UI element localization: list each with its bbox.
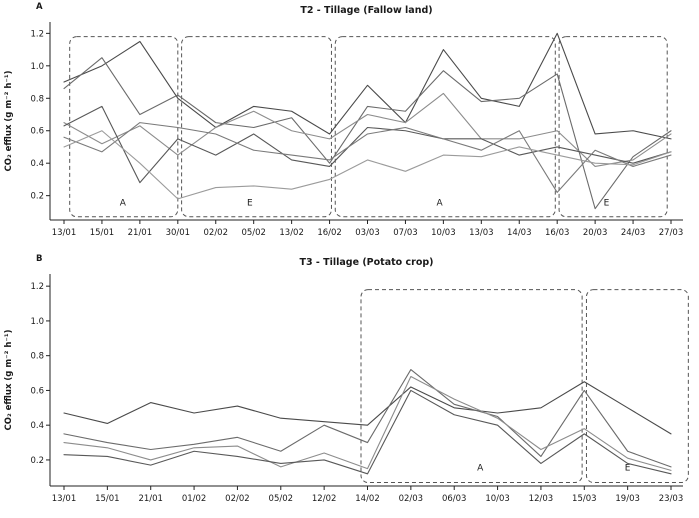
chart-title: T2 - Tillage (Fallow land)	[300, 5, 432, 16]
panel-label: B	[36, 254, 42, 264]
y-tick-label: 1.0	[30, 62, 44, 72]
series-line-rep-3	[63, 375, 672, 471]
x-tick-label: 16/03	[545, 228, 570, 238]
series-line-rep-4	[63, 389, 672, 475]
y-tick-label: 0.2	[30, 192, 44, 202]
x-tick-label: 14/03	[507, 228, 532, 238]
x-tick-label: 06/03	[442, 494, 467, 504]
y-tick-label: 0.4	[30, 159, 44, 169]
y-tick-label: 0.8	[30, 352, 44, 362]
x-tick-label: 20/03	[583, 228, 608, 238]
x-tick-label: 14/02	[355, 494, 380, 504]
x-tick-label: 10/03	[485, 494, 510, 504]
series-line-rep-4	[63, 105, 672, 184]
x-tick-label: 30/01	[166, 228, 191, 238]
x-tick-label: 13/02	[279, 228, 304, 238]
y-axis-label: CO₂ efflux (g m⁻² h⁻¹)	[4, 329, 14, 430]
period-label: E	[247, 198, 253, 208]
series-line-rep-1	[63, 381, 672, 435]
period-box	[558, 36, 668, 218]
x-tick-label: 13/03	[469, 228, 494, 238]
series-line-rep-1	[63, 32, 672, 140]
x-tick-label: 16/02	[317, 228, 342, 238]
period-box	[360, 289, 583, 484]
x-tick-label: 02/03	[399, 494, 424, 504]
x-tick-label: 10/03	[431, 228, 456, 238]
period-label: A	[436, 198, 443, 208]
y-tick-label: 1.2	[30, 29, 44, 39]
y-axis-label: CO₂ efflux (g m⁻² h⁻¹)	[4, 70, 14, 171]
x-tick-label: 15/01	[95, 494, 120, 504]
x-tick-label: 15/03	[572, 494, 597, 504]
period-box	[181, 36, 332, 218]
x-tick-label: 27/03	[659, 228, 684, 238]
period-label: A	[477, 463, 484, 473]
series-line-rep-3	[63, 92, 672, 167]
x-tick-label: 05/02	[241, 228, 266, 238]
x-tick-label: 24/03	[621, 228, 646, 238]
series-line-rep-5	[63, 122, 672, 193]
period-label: A	[120, 198, 127, 208]
x-tick-label: 21/01	[138, 494, 163, 504]
y-tick-label: 1.0	[30, 317, 44, 327]
chart-panel-a: T2 - Tillage (Fallow land) A CO₂ efflux (g…	[4, 2, 684, 238]
series-line-rep-6	[63, 130, 672, 200]
x-tick-label: 12/03	[529, 494, 554, 504]
x-tick-label: 02/02	[204, 228, 229, 238]
x-tick-label: 02/02	[225, 494, 250, 504]
y-tick-label: 0.8	[30, 94, 44, 104]
series-line-rep-2	[63, 57, 672, 210]
period-box	[334, 36, 556, 218]
y-tick-label: 0.4	[30, 421, 44, 431]
period-label: E	[604, 198, 610, 208]
y-tick-label: 0.6	[30, 386, 44, 396]
series-line-rep-2	[63, 369, 672, 468]
x-tick-label: 07/03	[393, 228, 418, 238]
x-tick-label: 15/01	[90, 228, 115, 238]
x-tick-label: 13/01	[52, 494, 77, 504]
x-tick-label: 01/02	[182, 494, 207, 504]
x-tick-label: 05/02	[269, 494, 294, 504]
y-tick-label: 1.2	[30, 282, 44, 292]
x-tick-label: 19/03	[615, 494, 640, 504]
x-tick-label: 23/03	[659, 494, 684, 504]
chart-title: T3 - Tillage (Potato crop)	[299, 257, 433, 268]
chart-panel-b: T3 - Tillage (Potato crop) B CO₂ efflux (g…	[4, 254, 689, 504]
y-tick-label: 0.6	[30, 127, 44, 137]
period-box	[69, 36, 179, 218]
x-tick-label: 12/02	[312, 494, 337, 504]
y-tick-label: 0.2	[30, 456, 44, 466]
x-tick-label: 21/01	[128, 228, 153, 238]
period-label: E	[625, 463, 631, 473]
x-tick-label: 13/01	[52, 228, 77, 238]
period-box	[585, 289, 689, 484]
x-tick-label: 03/03	[355, 228, 380, 238]
panel-label: A	[36, 2, 43, 12]
